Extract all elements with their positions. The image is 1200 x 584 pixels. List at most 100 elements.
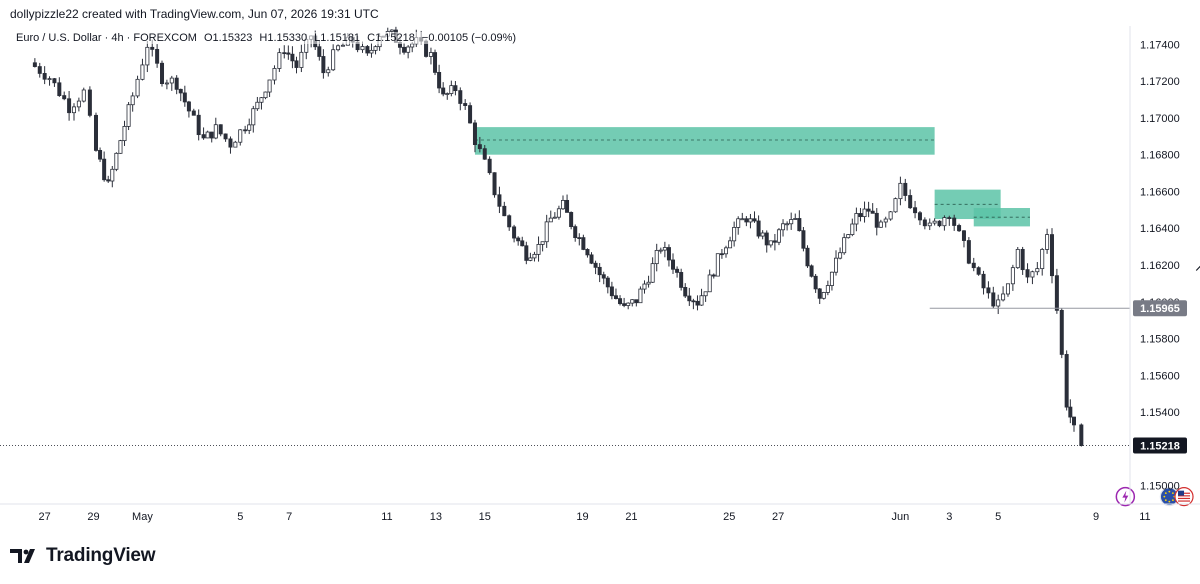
author-line: dollypizzle22 created with TradingView.c… [10, 7, 379, 21]
price-axis[interactable]: 1.150001.152001.154001.156001.158001.160… [1140, 39, 1180, 492]
candle-body [683, 287, 688, 297]
candle-body [1040, 249, 1045, 270]
candle-body [834, 257, 839, 273]
candle-body [772, 240, 777, 243]
candle-body [365, 46, 370, 54]
candle-body [903, 182, 908, 196]
candle-body [62, 95, 67, 100]
candle-body [402, 46, 407, 53]
candle-body [736, 218, 741, 228]
candle-body [1068, 406, 1073, 418]
candle-body [201, 134, 206, 139]
candle-body [497, 194, 502, 207]
candle-body [937, 220, 942, 227]
x-tick-label: 27 [39, 511, 51, 523]
tradingview-logo[interactable]: TradingView [10, 545, 156, 567]
candle-body [277, 52, 282, 69]
candle-body [850, 223, 855, 235]
candle-body [196, 114, 201, 136]
candle-body [502, 205, 507, 217]
candle-body [597, 266, 602, 276]
candle-body [601, 274, 606, 279]
candle-body [776, 229, 781, 243]
candle-body [711, 274, 716, 277]
x-tick-label: 19 [576, 511, 588, 523]
candle-body [540, 241, 545, 245]
candle-body [169, 77, 174, 84]
candle-body [81, 89, 86, 102]
candle-body [145, 46, 150, 66]
candle-body [829, 271, 834, 286]
x-tick-label: 11 [381, 511, 392, 523]
candle-body [898, 182, 903, 200]
candle-body [797, 218, 802, 232]
candle-body [952, 217, 957, 226]
price-label-box [1133, 300, 1187, 317]
legend-low: L1.15181 [314, 32, 361, 44]
lightning-icon[interactable] [1115, 486, 1136, 507]
candle-body [662, 247, 667, 251]
candle-body [331, 49, 336, 71]
candle-body [679, 272, 684, 288]
candle-body [703, 291, 708, 297]
supply-zone [973, 208, 1030, 227]
candle-body [854, 213, 859, 225]
candle-body [789, 219, 794, 225]
candle-body [1064, 354, 1069, 408]
candle-body [520, 240, 525, 247]
projection-path[interactable] [1195, 245, 1200, 431]
candle-body [654, 250, 659, 265]
candle-body [715, 253, 720, 277]
candle-body [957, 225, 962, 232]
candle-body [336, 45, 341, 51]
candle-body [1059, 309, 1064, 355]
candle-body [638, 288, 643, 304]
candle-body [209, 131, 214, 139]
candle-body [825, 285, 830, 293]
candle-body [650, 263, 655, 283]
candle-body [57, 82, 62, 96]
candle-body [243, 129, 248, 132]
candle-body [996, 299, 1001, 307]
candle-body [878, 221, 883, 228]
candle-body [630, 299, 635, 304]
candle-body [842, 237, 847, 254]
candle-body [1025, 269, 1030, 278]
candlesticks [32, 26, 1084, 447]
candle-body [87, 89, 92, 116]
time-axis[interactable]: 2729May5711131519212527Jun35911151719232… [39, 511, 1200, 523]
projection-drawing[interactable] [1195, 245, 1200, 431]
price-chart[interactable]: 1.150001.152001.154001.156001.158001.160… [0, 26, 1200, 530]
candle-body [642, 283, 647, 290]
candle-body [512, 226, 517, 239]
candle-body [106, 179, 111, 182]
y-tick-label: 1.17000 [1140, 113, 1180, 125]
us-flag-icon[interactable] [1174, 487, 1194, 507]
economic-events[interactable] [1115, 466, 1200, 507]
candle-body [817, 288, 822, 299]
candle-body [552, 216, 557, 219]
x-tick-label: 7 [286, 511, 292, 523]
legend-close: C1.15218 [367, 32, 415, 44]
candle-body [634, 299, 639, 304]
candle-body [917, 212, 922, 221]
candle-body [238, 129, 243, 143]
candle-body [360, 46, 365, 51]
candle-body [560, 199, 565, 210]
candle-body [433, 52, 438, 73]
candle-body [961, 230, 966, 241]
price-label-box [1133, 437, 1187, 454]
candle-body [809, 265, 814, 277]
y-tick-label: 1.15400 [1140, 407, 1180, 419]
candle-body [622, 303, 627, 306]
candle-body [468, 105, 473, 124]
candle-body [223, 133, 228, 140]
candle-body [723, 247, 728, 255]
candle-body [569, 212, 574, 228]
candle-body [1079, 424, 1084, 446]
candle-body [666, 247, 671, 261]
candle-body [888, 211, 893, 220]
price-label-text: 1.15218 [1140, 441, 1180, 453]
candle-body [487, 158, 492, 174]
candle-body [593, 262, 598, 268]
